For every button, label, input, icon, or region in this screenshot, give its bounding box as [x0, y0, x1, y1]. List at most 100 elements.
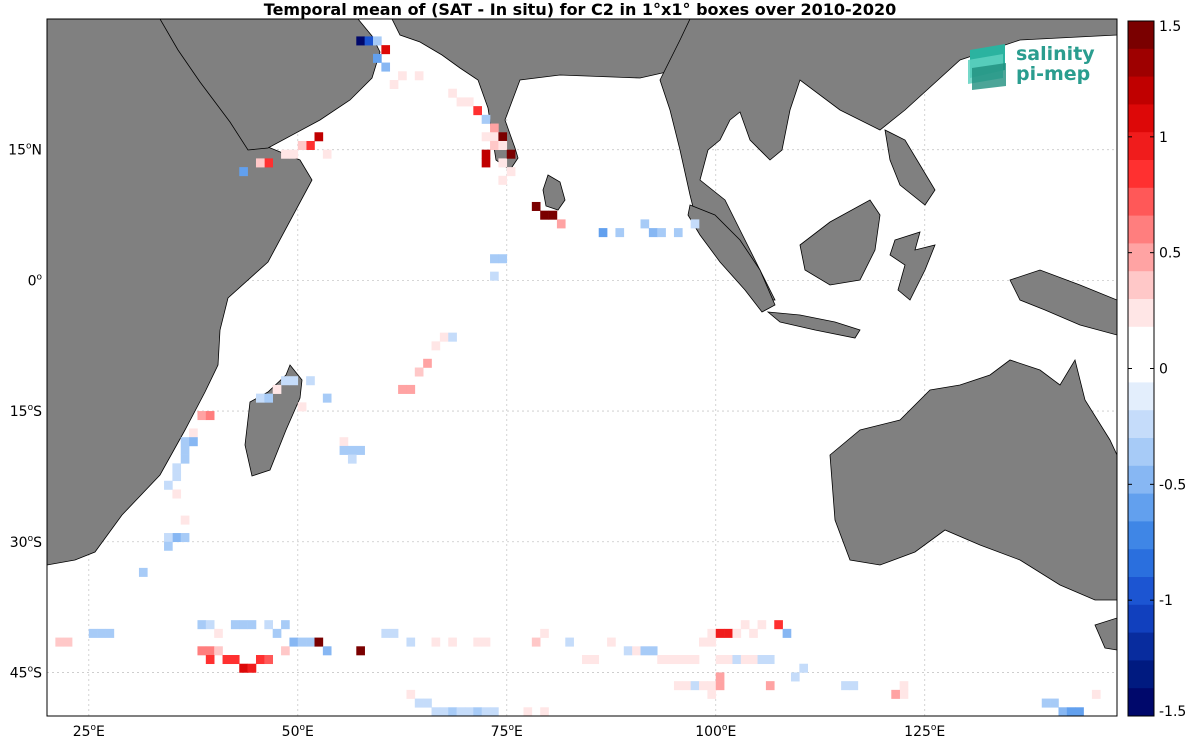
- data-cell: [498, 140, 508, 150]
- data-cell: [205, 646, 215, 656]
- data-cell: [1050, 698, 1059, 708]
- colorbar-swatch: [1128, 604, 1154, 633]
- data-cell: [289, 637, 299, 647]
- colorbar-swatch: [1128, 465, 1154, 494]
- data-cell: [765, 655, 775, 665]
- data-cell: [197, 411, 207, 421]
- data-cell: [164, 541, 173, 551]
- land-sri-lanka: [542, 174, 566, 211]
- data-cell: [883, 716, 892, 725]
- data-cell: [239, 663, 248, 673]
- data-cell: [673, 681, 683, 691]
- latitude-label: 15oS: [10, 403, 42, 420]
- data-cell: [699, 681, 708, 691]
- data-cell: [1066, 707, 1076, 716]
- colorbar-swatch: [1128, 382, 1154, 411]
- data-cell: [105, 628, 115, 638]
- data-cell: [373, 36, 382, 46]
- data-cell: [523, 707, 533, 716]
- data-cell: [55, 637, 65, 647]
- data-cell: [556, 219, 566, 229]
- data-cell: [657, 655, 666, 665]
- longitude-label: 100oE: [695, 723, 736, 740]
- data-cell: [506, 167, 516, 177]
- data-cell: [272, 628, 282, 638]
- data-cell: [264, 655, 274, 665]
- logo-line1: salinity: [1016, 43, 1095, 65]
- colorbar-swatch: [1128, 326, 1154, 355]
- data-cell: [841, 681, 850, 691]
- data-cell: [481, 132, 491, 142]
- data-cell: [531, 201, 541, 211]
- data-cell: [180, 515, 190, 525]
- data-cell: [690, 219, 700, 229]
- data-cell: [598, 228, 608, 238]
- longitude-label: 75oE: [491, 723, 523, 740]
- data-cell: [314, 637, 324, 647]
- data-cell: [749, 655, 758, 665]
- data-cell: [548, 210, 558, 220]
- data-cell: [799, 663, 809, 673]
- data-cell: [339, 437, 349, 447]
- colorbar-swatch: [1128, 215, 1154, 244]
- data-cell: [289, 149, 299, 159]
- data-cell: [623, 646, 633, 656]
- data-cell: [406, 637, 416, 647]
- data-cell: [180, 445, 190, 455]
- data-cell: [431, 637, 441, 647]
- colorbar-tick-label: -1: [1159, 593, 1173, 609]
- data-cell: [247, 663, 257, 673]
- data-cell: [749, 628, 758, 638]
- data-cell: [456, 97, 466, 107]
- colorbar-swatch: [1128, 577, 1154, 606]
- data-cell: [498, 254, 508, 264]
- colorbar-tick-label: -0.5: [1159, 477, 1186, 493]
- data-cell: [849, 681, 859, 691]
- data-cell: [740, 655, 750, 665]
- data-cell: [490, 123, 499, 133]
- axis-labels: 25oE 50oE 75oE 100oE 125oE 15oN 0o 15oS 30oS 45oS: [8, 142, 945, 740]
- data-cell: [306, 376, 315, 386]
- data-cell: [648, 228, 658, 238]
- data-cell: [506, 149, 516, 159]
- data-cell: [205, 620, 215, 630]
- data-cell: [272, 384, 282, 394]
- data-cell: [632, 646, 641, 656]
- data-cell: [715, 672, 725, 682]
- data-cell: [1109, 733, 1118, 740]
- data-cell: [673, 655, 683, 665]
- longitude-label: 25oE: [73, 723, 105, 740]
- land-arabia: [159, 19, 381, 151]
- data-cell: [88, 628, 98, 638]
- data-cell: [423, 358, 432, 368]
- data-cell: [281, 620, 290, 630]
- data-cell: [690, 655, 700, 665]
- data-cell: [431, 707, 441, 716]
- data-cell: [197, 646, 207, 656]
- data-cell: [490, 271, 499, 281]
- data-cell: [172, 489, 182, 499]
- data-cell: [481, 707, 491, 716]
- colorbar-swatch: [1128, 410, 1154, 439]
- data-cell: [205, 655, 215, 665]
- data-cell: [456, 707, 466, 716]
- data-cell: [189, 437, 198, 447]
- colorbar-swatch: [1128, 243, 1154, 272]
- data-cell: [740, 620, 750, 630]
- data-cell: [297, 140, 307, 150]
- data-cell: [164, 480, 173, 490]
- data-cell: [406, 689, 416, 699]
- data-cell: [322, 149, 332, 159]
- data-cell: [707, 689, 717, 699]
- data-cell: [322, 646, 332, 656]
- data-cell: [189, 428, 198, 438]
- data-cell: [665, 655, 675, 665]
- data-cell: [707, 637, 717, 647]
- data-cell: [138, 567, 148, 577]
- data-cell: [164, 533, 173, 543]
- data-cell: [289, 376, 299, 386]
- colorbar-swatch: [1128, 187, 1154, 216]
- data-cell: [590, 655, 600, 665]
- data-cell: [414, 367, 424, 377]
